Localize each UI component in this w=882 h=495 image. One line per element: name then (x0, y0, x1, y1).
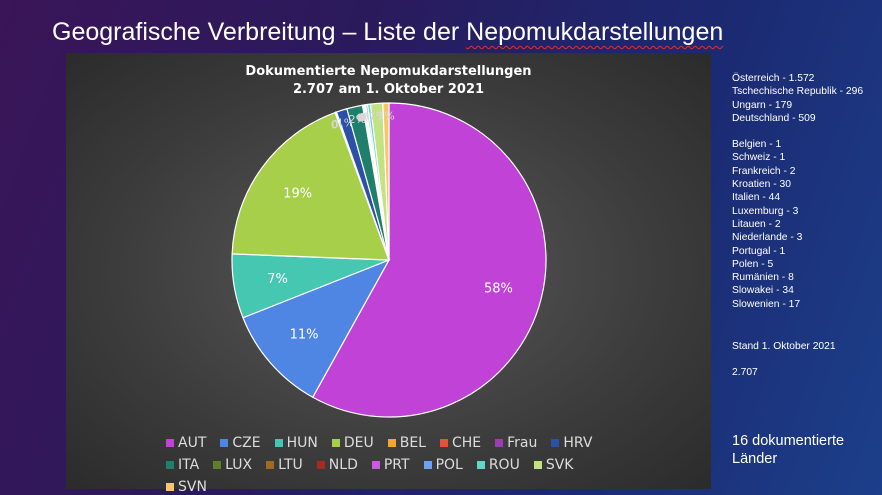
legend-label: SVK (545, 457, 574, 473)
country-list-other-item-11: Slowakei - 34 (732, 285, 794, 297)
slide-title: Geografische Verbreitung – Liste der Nep… (52, 18, 723, 47)
countries-note-line1: 16 dokumentierte (732, 433, 845, 449)
legend-label: HRV (563, 435, 593, 451)
legend-label: LTU (278, 457, 303, 473)
total-count: 2.707 (732, 367, 758, 378)
legend-swatch (533, 461, 542, 469)
legend-label: LUX (225, 457, 253, 473)
legend-item-ita: ITA (166, 457, 199, 473)
legend-label: CHE (451, 435, 482, 451)
legend-swatch (166, 483, 174, 491)
pie-label-svk: 1% (369, 110, 386, 123)
stand-date: Stand 1. Oktober 2021 (732, 341, 836, 352)
legend-label: PRT (383, 457, 410, 473)
country-list-main: Österreich - 1.572 Tschechische Republik … (732, 72, 863, 125)
legend-swatch (551, 439, 560, 447)
country-list-other-item-12: Slowenien - 17 (732, 298, 801, 310)
country-list: Österreich - 1.572 Tschechische Republik … (732, 72, 863, 311)
country-list-main-item-3: Deutschland - 509 (732, 112, 816, 124)
legend-swatch (274, 439, 283, 447)
legend-label: POL (435, 457, 463, 473)
pie-label-deu: 19% (283, 186, 312, 201)
country-list-other-item-4: Italien - 44 (732, 192, 781, 204)
legend-item-deu: DEU (331, 435, 374, 451)
legend-item-frau: Frau (495, 435, 537, 451)
pie-slice-cze (242, 258, 391, 399)
legend-label: ITA (178, 457, 200, 473)
slide-title-underlined: Nepomukdarstellungen (466, 18, 724, 46)
legend-swatch (495, 439, 504, 447)
legend-item-prt: PRT (371, 457, 410, 473)
legend-swatch (387, 439, 396, 447)
legend-item-hrv: HRV (551, 435, 592, 451)
chart-subtitle: 2.707 am 1. Oktober 2021 (292, 82, 485, 97)
country-list-other-item-6: Litauen - 2 (732, 218, 781, 230)
legend-swatch (476, 461, 485, 469)
legend-label: Frau (507, 435, 538, 451)
country-list-other-item-9: Polen - 5 (732, 258, 774, 270)
country-list-main-item-0: Österreich - 1.572 (732, 73, 815, 84)
legend-item-aut: AUT (166, 435, 206, 451)
pie-label-svn: 1% (377, 110, 394, 123)
legend-item-pol: POL (423, 457, 463, 473)
chart-title: Dokumentierte Nepomukdarstellungen (245, 64, 532, 79)
country-list-other: Belgien - 1 Schweiz - 1 Frankreich - 2 Kroa… (732, 138, 863, 311)
legend-swatch (316, 461, 325, 469)
pie-label-aut: 58% (484, 281, 513, 296)
legend-label: ROU (488, 457, 520, 473)
countries-note-line2: Länder (732, 451, 778, 467)
legend-label: SVN (178, 479, 207, 495)
legend-label: NLD (328, 457, 358, 473)
legend-swatch (371, 461, 380, 469)
country-list-other-item-3: Kroatien - 30 (732, 179, 791, 191)
chart-panel: 58%11%7%19%0%0%0%1%2%0%0%0%0%0%0%1%1% Do… (66, 53, 711, 495)
slide-title-prefix: Geografische Verbreitung – Liste der (52, 18, 467, 46)
country-list-other-item-1: Schweiz - 1 (732, 152, 786, 164)
legend-label: HUN (286, 435, 318, 451)
country-list-main-item-1: Tschechische Republik - 296 (732, 86, 864, 98)
legend-swatch (331, 439, 340, 447)
country-list-other-item-5: Luxemburg - 3 (732, 205, 799, 217)
legend-item-rou: ROU (476, 457, 520, 473)
legend-swatch (439, 439, 448, 447)
pie-label-hun: 7% (267, 272, 288, 287)
chart-legend: AUT CZE HUN DEU BEL CHE Frau HRV ITA LUX LTU NLD PRT… (166, 435, 636, 495)
legend-label: BEL (399, 435, 426, 451)
countries-note: 16 dokumentierte Länder (732, 432, 844, 468)
country-list-other-item-2: Frankreich - 2 (732, 165, 796, 177)
pie-chart: 58%11%7%19%0%0%0%1%2%0%0%0%0%0%0%1%1% (231, 102, 547, 418)
legend-item-che: CHE (439, 435, 482, 451)
legend-item-lux: LUX (213, 457, 252, 473)
country-list-main-item-2: Ungarn - 179 (732, 99, 793, 111)
legend-label: DEU (343, 435, 374, 451)
pie-label-ita: 2% (349, 113, 366, 126)
legend-swatch (213, 461, 222, 469)
legend-item-hun: HUN (274, 435, 318, 451)
legend-item-cze: CZE (220, 435, 261, 451)
country-list-other-item-8: Portugal - 1 (732, 245, 786, 257)
pie-slice-svn (382, 102, 390, 261)
legend-swatch (220, 439, 229, 447)
legend-item-nld: NLD (316, 457, 358, 473)
legend-swatch (166, 461, 174, 469)
legend-item-bel: BEL (387, 435, 426, 451)
legend-label: AUT (178, 435, 207, 451)
legend-swatch (266, 461, 275, 469)
pie-slice-deu (231, 111, 390, 261)
legend-item-svk: SVK (533, 457, 574, 473)
pie-label-cze: 11% (290, 328, 319, 343)
country-list-other-item-10: Rumänien - 8 (732, 272, 794, 284)
pie-slice-aut (311, 102, 547, 418)
legend-swatch (166, 439, 174, 447)
legend-swatch (423, 461, 432, 469)
legend-label: CZE (232, 435, 261, 451)
country-list-other-item-0: Belgien - 1 (732, 139, 782, 151)
country-list-other-item-7: Niederlande - 3 (732, 232, 803, 244)
legend-item-ltu: LTU (266, 457, 303, 473)
legend-item-svn: SVN (166, 479, 207, 495)
